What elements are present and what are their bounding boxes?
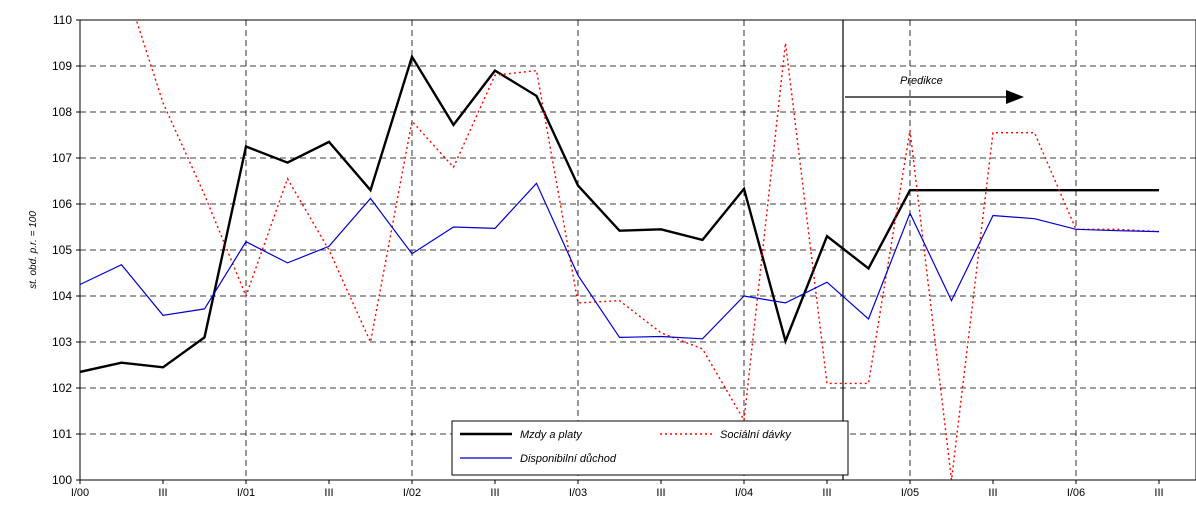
series-layer <box>80 20 1160 480</box>
y-tick-label: 100 <box>52 473 72 487</box>
y-tick-label: 109 <box>52 59 72 73</box>
series-line-2 <box>80 182 1160 340</box>
x-tick-label: III <box>324 487 333 499</box>
y-tick-label: 107 <box>52 151 72 165</box>
prediction-arrow-head <box>1006 90 1024 104</box>
y-axis: 100 101 102 103 104 105 106 107 108 109 110 <box>52 13 80 487</box>
prediction-label: Predikce <box>900 75 943 87</box>
y-tick-label: 105 <box>52 243 72 257</box>
x-axis: I/00 III I/01 III I/02 III I/03 III I/04 III I/05 I… <box>71 480 1164 499</box>
grid <box>80 20 1196 480</box>
legend-label-0: Mzdy a platy <box>520 429 583 441</box>
y-tick-label: 104 <box>52 289 72 303</box>
x-tick-label: III <box>1154 487 1163 499</box>
x-tick-label: III <box>158 487 167 499</box>
series-line-0 <box>80 53 1159 374</box>
x-tick-label: I/00 <box>71 487 89 499</box>
x-tick-label: I/02 <box>403 487 421 499</box>
y-tick-label: 103 <box>52 335 72 349</box>
y-axis-label: st. obd. p.r. = 100 <box>28 211 39 289</box>
x-tick-label: III <box>822 487 831 499</box>
y-tick-label: 110 <box>53 13 72 27</box>
x-tick-label: III <box>490 487 499 499</box>
legend: Mzdy a platy Sociální dávky Disponibilní d… <box>451 420 849 476</box>
y-tick-label: 102 <box>52 381 72 395</box>
x-tick-label: I/03 <box>569 487 587 499</box>
prediction-annotation: Predikce <box>845 75 1024 104</box>
x-tick-label: III <box>656 487 665 499</box>
series-line-1 <box>135 20 1160 480</box>
x-tick-label: I/04 <box>735 487 753 499</box>
y-tick-label: 106 <box>52 197 72 211</box>
legend-box <box>451 420 849 476</box>
x-tick-label: I/06 <box>1067 487 1085 499</box>
y-tick-label: 101 <box>52 427 72 441</box>
legend-label-1: Sociální dávky <box>720 429 792 441</box>
legend-label-2: Disponibilní důchod <box>520 453 617 465</box>
plot-area <box>79 19 1196 481</box>
x-tick-label: I/05 <box>901 487 919 499</box>
x-tick-label: III <box>988 487 997 499</box>
y-tick-label: 108 <box>52 105 72 119</box>
x-tick-label: I/01 <box>237 487 255 499</box>
